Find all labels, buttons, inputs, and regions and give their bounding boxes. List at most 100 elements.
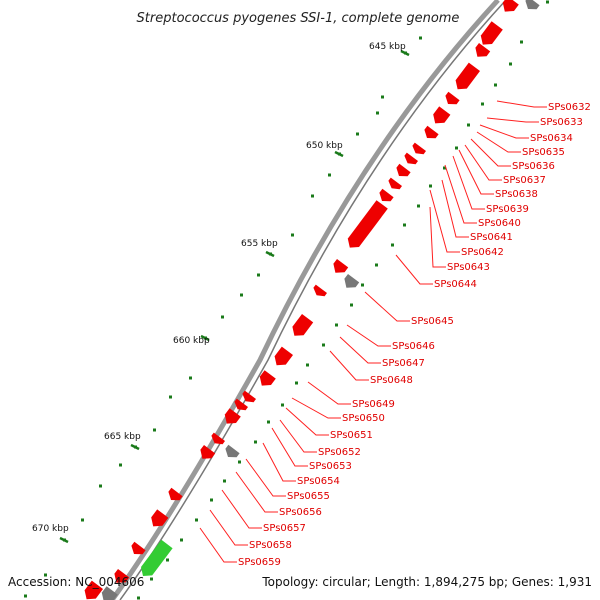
gene-label[interactable]: SPs0648 bbox=[370, 375, 413, 386]
scale-label: 670 kbp bbox=[32, 524, 69, 534]
leader-line bbox=[285, 407, 329, 436]
leader-line bbox=[199, 527, 237, 563]
tick-mark bbox=[455, 146, 458, 150]
tick-mark bbox=[417, 204, 420, 208]
cds-feature bbox=[347, 200, 388, 248]
tick-mark bbox=[494, 83, 497, 87]
cds-feature bbox=[84, 580, 103, 600]
gene-label[interactable]: SPs0650 bbox=[342, 413, 385, 424]
gene-label[interactable]: SPs0655 bbox=[287, 491, 330, 502]
cds-feature bbox=[480, 21, 503, 45]
cds-feature bbox=[379, 188, 394, 202]
gene-label[interactable]: SPs0647 bbox=[382, 358, 425, 369]
gene-label[interactable]: SPs0644 bbox=[434, 279, 477, 290]
tick-mark bbox=[240, 293, 243, 297]
tick-mark bbox=[150, 577, 153, 581]
tick-mark bbox=[189, 376, 192, 380]
gene-label[interactable]: SPs0654 bbox=[297, 476, 340, 487]
tick-mark bbox=[429, 184, 432, 188]
rna-feature bbox=[141, 539, 173, 576]
cds-feature bbox=[114, 569, 130, 583]
cds-feature bbox=[259, 370, 276, 386]
tick-mark bbox=[350, 303, 353, 307]
topology-text: Topology: circular; Length: 1,894,275 bp… bbox=[261, 575, 592, 589]
leader-line bbox=[245, 458, 286, 497]
tick-mark bbox=[328, 173, 331, 177]
gene-label[interactable]: SPs0651 bbox=[330, 430, 373, 441]
major-tick-mark bbox=[130, 443, 140, 451]
gene-label[interactable]: SPs0640 bbox=[478, 218, 521, 229]
tick-mark bbox=[311, 194, 314, 198]
cds-feature bbox=[475, 43, 491, 57]
other-feature bbox=[101, 586, 118, 600]
tick-mark bbox=[169, 395, 172, 399]
gene-label[interactable]: SPs0642 bbox=[461, 247, 504, 258]
gene-label[interactable]: SPs0652 bbox=[318, 447, 361, 458]
gene-label[interactable]: SPs0649 bbox=[352, 399, 395, 410]
gene-label[interactable]: SPs0645 bbox=[411, 316, 454, 327]
leader-line bbox=[395, 254, 433, 285]
cds-feature bbox=[131, 541, 146, 555]
gene-label[interactable]: SPs0635 bbox=[522, 147, 565, 158]
tick-mark bbox=[391, 243, 394, 247]
tick-mark bbox=[546, 0, 549, 4]
gene-label[interactable]: SPs0638 bbox=[495, 189, 538, 200]
scale-label: 660 kbp bbox=[173, 336, 210, 346]
gene-label[interactable]: SPs0639 bbox=[486, 204, 529, 215]
gene-label[interactable]: SPs0657 bbox=[263, 523, 306, 534]
gene-label[interactable]: SPs0656 bbox=[279, 507, 322, 518]
cds-feature bbox=[455, 62, 480, 90]
leader-line bbox=[329, 350, 369, 381]
tick-mark bbox=[443, 166, 446, 170]
tick-mark bbox=[356, 132, 359, 136]
tick-mark bbox=[257, 273, 260, 277]
gene-label[interactable]: SPs0632 bbox=[548, 102, 591, 113]
cds-feature bbox=[388, 177, 402, 190]
leader-line bbox=[464, 144, 502, 181]
genome-backbone bbox=[109, 0, 500, 600]
other-feature bbox=[344, 274, 360, 288]
cds-feature bbox=[292, 314, 314, 336]
tick-mark bbox=[291, 233, 294, 237]
tick-mark bbox=[153, 428, 156, 432]
cds-feature bbox=[234, 398, 248, 411]
leader-line bbox=[429, 206, 446, 268]
tick-mark bbox=[376, 111, 379, 115]
genome-backbone-inner bbox=[119, 0, 507, 600]
gene-label[interactable]: SPs0659 bbox=[238, 557, 281, 568]
gene-label[interactable]: SPs0634 bbox=[530, 133, 573, 144]
cds-feature bbox=[274, 346, 293, 366]
cds-feature bbox=[168, 487, 183, 501]
other-feature bbox=[525, 0, 540, 10]
gene-label[interactable]: SPs0653 bbox=[309, 461, 352, 472]
cds-feature bbox=[502, 0, 519, 12]
leader-line bbox=[346, 324, 391, 347]
gene-label[interactable]: SPs0658 bbox=[249, 540, 292, 551]
scale-labels: 645 kbp 650 kbp 655 kbp 660 kbp 665 kbp 670 k… bbox=[32, 42, 406, 534]
cds-feature bbox=[224, 408, 241, 424]
cds-feature bbox=[412, 142, 426, 155]
leader-line bbox=[279, 419, 317, 453]
gene-label[interactable]: SPs0636 bbox=[512, 161, 555, 172]
leader-line bbox=[470, 138, 511, 167]
tick-mark bbox=[195, 518, 198, 522]
tick-mark bbox=[322, 343, 325, 347]
tick-mark bbox=[419, 36, 422, 40]
leader-line bbox=[209, 509, 248, 546]
leader-line bbox=[221, 489, 262, 529]
gene-label[interactable]: SPs0641 bbox=[470, 232, 513, 243]
gene-label[interactable]: SPs0646 bbox=[392, 341, 435, 352]
cds-feature bbox=[445, 91, 460, 105]
leader-line bbox=[476, 131, 521, 153]
cds-feature bbox=[211, 432, 225, 445]
gene-label[interactable]: SPs0633 bbox=[540, 117, 583, 128]
leader-line bbox=[452, 155, 485, 210]
gene-label[interactable]: SPs0637 bbox=[503, 175, 546, 186]
gene-label[interactable]: SPs0643 bbox=[447, 262, 490, 273]
tick-mark bbox=[375, 263, 378, 267]
cds-feature bbox=[242, 390, 256, 403]
scale-label: 645 kbp bbox=[369, 42, 406, 52]
scale-ticks bbox=[24, 0, 549, 600]
leader-line bbox=[444, 164, 477, 224]
